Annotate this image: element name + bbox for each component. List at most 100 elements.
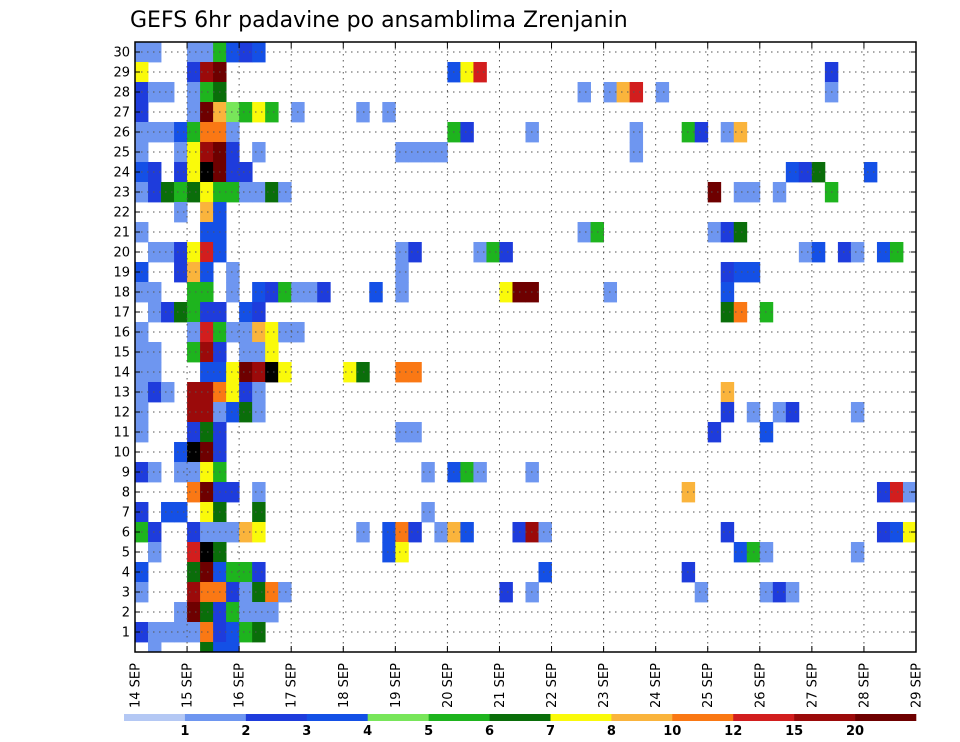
heatmap-cell [148,122,162,143]
heatmap-cell [278,362,292,383]
heatmap-cell [720,402,735,423]
heatmap-cell [876,242,891,263]
heatmap-cell [161,502,175,523]
y-tick-label: 25 [113,146,130,161]
chart-title: GEFS 6hr padavine po ansamblima Zrenjani… [130,8,628,33]
heatmap-cell [200,282,214,303]
y-tick-label: 30 [113,46,130,61]
heatmap-cell [200,302,214,323]
heatmap-cell [213,642,227,653]
heatmap-cell [239,302,253,323]
heatmap-cell [876,522,891,543]
heatmap-cell [356,362,370,383]
heatmap-cell [356,522,370,543]
heatmap-cell [187,302,201,323]
heatmap-cell [785,402,800,423]
y-tick-label: 29 [113,66,130,81]
heatmap-cell [733,262,748,283]
heatmap-cell [421,502,435,523]
heatmap-cell [252,522,266,543]
heatmap-cell [408,422,422,443]
heatmap-cell [889,522,904,543]
heatmap-cell [187,182,201,203]
heatmap-cell [252,622,266,643]
legend-color-swatch [124,714,186,721]
heatmap-cell [798,242,813,263]
heatmap-cell [694,582,709,603]
heatmap-cell [226,122,240,143]
heatmap-cell [148,642,162,653]
heatmap-cell [252,362,266,383]
heatmap-cell [187,102,201,123]
heatmap-cell [148,282,162,303]
heatmap-cell [200,182,214,203]
grid-lines [135,42,916,652]
heatmap-cell [226,282,240,303]
heatmap-cell [759,582,774,603]
heatmap-cell [187,282,201,303]
heatmap-cell [395,422,409,443]
heatmap-cell [174,242,188,263]
legend-level-label: 6 [485,724,494,739]
y-tick-label: 4 [122,566,130,581]
heatmap-cell [161,82,175,103]
heatmap-cell [395,142,409,163]
heatmap-cell [265,362,279,383]
heatmap-cell [200,242,214,263]
heatmap-cell [200,422,214,443]
heatmap-cell [148,362,162,383]
x-tick-label: 27 SEP [805,663,820,708]
heatmap-cell [187,402,201,423]
heatmap-cell [200,602,214,623]
x-tick-label: 19 SEP [389,663,404,708]
x-tick-label: 18 SEP [337,663,352,708]
heatmap-cell [265,322,279,343]
y-tick-label: 20 [113,246,130,261]
y-tick-label: 21 [113,226,130,241]
heatmap-cell [226,322,240,343]
y-tick-label: 2 [122,606,130,621]
y-tick-label: 6 [122,526,130,541]
heatmap-cell [148,182,162,203]
heatmap-cell [200,262,214,283]
legend-color-swatch [672,714,734,721]
heatmap-cell [252,502,266,523]
heatmap-cell [161,382,175,403]
heatmap-cell [174,262,188,283]
heatmap-cell [837,242,852,263]
legend-color-swatch [733,714,795,721]
heatmap-cell [226,182,240,203]
heatmap-cell [577,222,591,243]
heatmap-cell [174,142,188,163]
heatmap-cell [343,362,357,383]
heatmap-cell [226,102,240,123]
y-tick-label: 12 [113,406,130,421]
heatmap-cell [733,122,748,143]
heatmap-cell [239,622,253,643]
heatmap-cell [265,182,279,203]
heatmap-cell [239,162,253,183]
heatmap-cell [265,582,279,603]
x-axis-ticks: 14 SEP 15 SEP 16 SEP 17 SEP 18 SEP 19 SEP 20 S… [129,42,925,708]
heatmap-cell [239,402,253,423]
heatmap-cell [226,142,240,163]
y-tick-label: 15 [113,346,130,361]
heatmap-cell [239,362,253,383]
heatmap-cell [252,382,266,403]
heatmap-cell [200,122,214,143]
heatmap-cell [148,82,162,103]
heatmap-cell [187,82,201,103]
heatmap-cell [694,122,709,143]
heatmap-cell [187,522,201,543]
heatmap-cell [200,202,214,223]
legend-level-label: 4 [363,724,372,739]
x-tick-label: 20 SEP [441,663,456,708]
y-tick-label: 17 [113,306,130,321]
heatmap-cell [629,142,644,163]
heatmap-cell [252,322,266,343]
heatmap-cell [239,602,253,623]
y-tick-label: 22 [113,206,130,221]
heatmap-cell [187,562,201,583]
heatmap-cell [226,562,240,583]
heatmap-cell [707,222,722,243]
